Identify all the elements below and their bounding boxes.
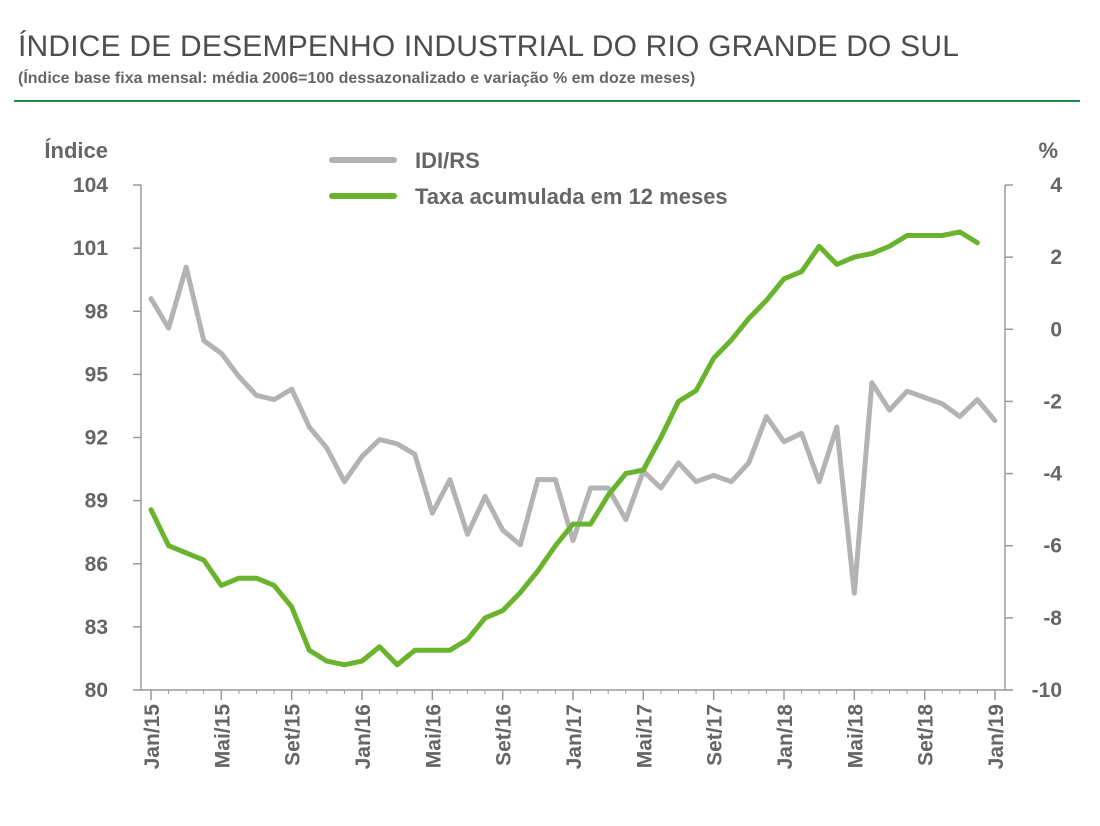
x-tick-label: Mai/15	[211, 704, 234, 769]
legend-label: IDI/RS	[415, 148, 480, 173]
x-tick-label: Jan/19	[985, 704, 1008, 769]
legend-label: Taxa acumulada em 12 meses	[415, 184, 728, 209]
right-tick-label: 0	[1050, 318, 1062, 341]
right-tick-label: -4	[1043, 463, 1062, 486]
x-tick-label: Jan/16	[352, 704, 375, 769]
x-tick-label: Set/18	[915, 704, 938, 766]
right-tick-label: -10	[1032, 679, 1062, 702]
right-axis-title: %	[1038, 138, 1058, 163]
right-tick-label: 2	[1050, 246, 1062, 269]
left-tick-label: 101	[73, 237, 108, 260]
x-tick-label: Jan/17	[563, 704, 586, 769]
x-tick-label: Jan/18	[774, 704, 797, 770]
left-tick-label: 80	[85, 679, 108, 702]
left-tick-label: 92	[85, 427, 108, 450]
right-tick-label: -6	[1043, 535, 1062, 558]
left-tick-label: 95	[85, 363, 109, 386]
left-axis-title: Índice	[44, 138, 108, 163]
left-tick-label: 89	[85, 490, 108, 513]
left-tick-label: 104	[73, 174, 108, 197]
x-tick-label: Mai/16	[422, 704, 445, 768]
right-tick-label: -8	[1043, 607, 1062, 630]
chart-subtitle: (Índice base fixa mensal: média 2006=100…	[18, 70, 696, 87]
right-tick-label: -2	[1043, 390, 1062, 413]
right-tick-label: 4	[1050, 174, 1062, 197]
x-tick-label: Mai/18	[844, 704, 867, 769]
left-tick-label: 86	[85, 553, 108, 576]
chart-title: ÍNDICE DE DESEMPENHO INDUSTRIAL DO RIO G…	[18, 30, 960, 63]
x-tick-label: Mai/17	[633, 704, 656, 768]
x-tick-label: Set/15	[282, 704, 305, 766]
x-tick-label: Jan/15	[141, 704, 164, 770]
title-divider	[14, 100, 1080, 102]
series-line-idi	[148, 264, 998, 596]
left-tick-label: 83	[85, 616, 108, 639]
series-line-taxa	[148, 229, 980, 668]
x-tick-label: Set/17	[704, 704, 727, 766]
left-tick-label: 98	[85, 300, 109, 323]
x-tick-label: Set/16	[493, 704, 516, 766]
